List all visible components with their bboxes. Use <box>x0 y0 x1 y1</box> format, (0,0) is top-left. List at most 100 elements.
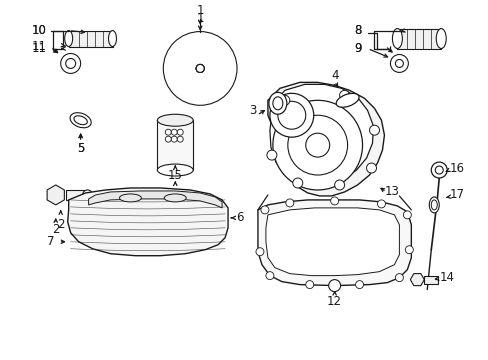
Text: 14: 14 <box>439 271 454 284</box>
Circle shape <box>328 280 340 292</box>
Text: 2: 2 <box>52 223 60 236</box>
Circle shape <box>165 129 171 135</box>
Circle shape <box>265 272 273 280</box>
Text: 5: 5 <box>77 141 84 155</box>
Polygon shape <box>47 185 64 205</box>
Ellipse shape <box>108 31 116 46</box>
Ellipse shape <box>74 116 87 125</box>
Circle shape <box>167 36 233 101</box>
Circle shape <box>65 58 76 68</box>
Circle shape <box>405 246 412 254</box>
Bar <box>68 31 112 46</box>
Circle shape <box>194 62 206 75</box>
Polygon shape <box>258 200 410 285</box>
Ellipse shape <box>157 164 193 176</box>
Ellipse shape <box>119 194 141 202</box>
Text: 1: 1 <box>196 12 203 25</box>
Circle shape <box>171 136 177 142</box>
Polygon shape <box>267 82 384 196</box>
Circle shape <box>305 133 329 157</box>
Bar <box>157 120 193 170</box>
Circle shape <box>272 100 362 190</box>
Circle shape <box>266 150 276 160</box>
Ellipse shape <box>272 97 282 110</box>
Circle shape <box>82 190 92 200</box>
Text: 17: 17 <box>449 188 464 202</box>
Text: 11: 11 <box>31 42 46 55</box>
Circle shape <box>190 58 210 78</box>
Text: 7: 7 <box>47 235 54 248</box>
Text: 3: 3 <box>249 104 256 117</box>
Circle shape <box>369 125 379 135</box>
Text: 15: 15 <box>167 189 183 202</box>
Text: 15: 15 <box>167 168 183 181</box>
Ellipse shape <box>435 28 446 49</box>
Polygon shape <box>409 274 424 285</box>
Circle shape <box>196 64 203 72</box>
Text: 8: 8 <box>353 24 361 37</box>
Circle shape <box>305 280 313 289</box>
Text: 12: 12 <box>326 295 342 308</box>
Ellipse shape <box>268 92 286 114</box>
Bar <box>397 28 440 49</box>
Ellipse shape <box>430 200 436 210</box>
Text: 16: 16 <box>449 162 464 175</box>
Circle shape <box>196 64 203 72</box>
Polygon shape <box>269 84 373 187</box>
Text: 5: 5 <box>77 141 84 155</box>
Circle shape <box>292 178 302 188</box>
Circle shape <box>177 129 183 135</box>
Circle shape <box>279 95 289 105</box>
Circle shape <box>261 206 268 214</box>
Text: 9: 9 <box>353 42 361 55</box>
Circle shape <box>330 197 338 205</box>
Text: 8: 8 <box>353 24 361 37</box>
Circle shape <box>165 136 171 142</box>
Circle shape <box>285 199 293 207</box>
Circle shape <box>255 248 264 256</box>
Circle shape <box>395 59 403 67</box>
Circle shape <box>355 280 363 289</box>
Circle shape <box>171 129 177 135</box>
Ellipse shape <box>164 194 186 202</box>
Text: 10: 10 <box>31 24 46 37</box>
Text: 1: 1 <box>196 4 203 17</box>
Circle shape <box>403 211 410 219</box>
Circle shape <box>377 200 385 208</box>
Circle shape <box>339 90 349 100</box>
Circle shape <box>366 163 376 173</box>
Text: 4: 4 <box>330 69 338 82</box>
Text: 10: 10 <box>31 24 46 37</box>
Ellipse shape <box>428 197 438 213</box>
Circle shape <box>183 51 217 85</box>
Text: 9: 9 <box>353 42 361 55</box>
Ellipse shape <box>70 113 91 128</box>
Bar <box>65 190 87 200</box>
Circle shape <box>177 136 183 142</box>
Polygon shape <box>265 208 399 276</box>
Ellipse shape <box>64 31 73 46</box>
Text: 6: 6 <box>236 211 244 224</box>
Circle shape <box>177 45 223 91</box>
Circle shape <box>172 41 227 96</box>
Circle shape <box>163 32 237 105</box>
Text: 11: 11 <box>31 40 46 53</box>
Circle shape <box>287 115 347 175</box>
Text: 13: 13 <box>384 185 399 198</box>
Polygon shape <box>88 191 222 208</box>
Ellipse shape <box>157 114 193 126</box>
Circle shape <box>334 180 344 190</box>
Circle shape <box>434 166 442 174</box>
Circle shape <box>430 162 447 178</box>
Circle shape <box>395 274 403 282</box>
Ellipse shape <box>335 93 358 107</box>
Polygon shape <box>67 188 227 256</box>
Circle shape <box>61 54 81 73</box>
Text: 2: 2 <box>57 218 64 231</box>
Circle shape <box>196 64 203 72</box>
Ellipse shape <box>392 28 402 49</box>
Circle shape <box>389 54 407 72</box>
Circle shape <box>196 64 203 72</box>
Bar <box>424 276 437 284</box>
Circle shape <box>277 101 305 129</box>
